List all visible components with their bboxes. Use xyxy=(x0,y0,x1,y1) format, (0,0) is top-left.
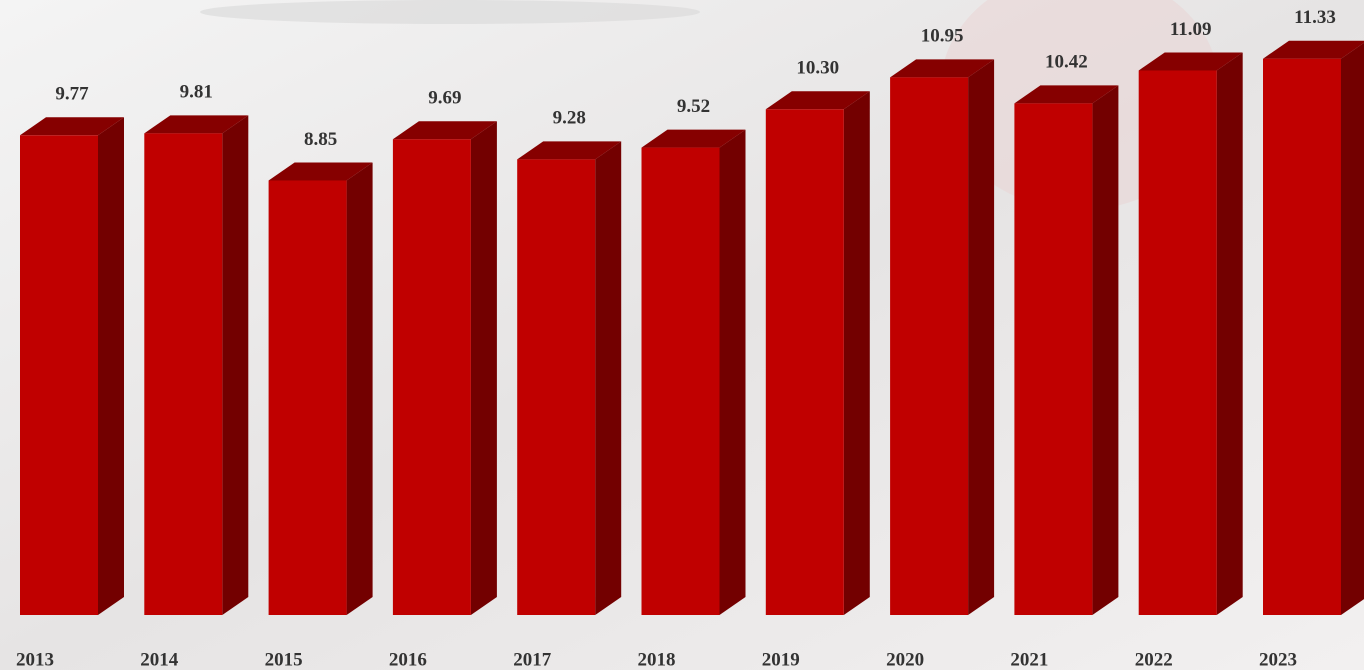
background-shape xyxy=(200,0,700,24)
bar-top xyxy=(144,115,249,134)
value-label: 8.85 xyxy=(304,129,337,150)
x-tick-label: 2018 xyxy=(638,649,676,670)
value-label: 10.95 xyxy=(921,26,964,47)
bar-front xyxy=(20,135,98,615)
bar-top xyxy=(1263,40,1364,59)
bar-side xyxy=(1216,52,1243,615)
bar-front xyxy=(268,180,347,615)
bar-front xyxy=(890,77,969,616)
bar xyxy=(144,115,249,616)
bar-side xyxy=(1341,42,1364,615)
bar xyxy=(517,141,622,616)
bar-side xyxy=(719,129,746,615)
bar-top xyxy=(20,117,124,136)
value-label: 9.52 xyxy=(677,96,710,117)
bar-front xyxy=(1014,103,1093,616)
value-label: 11.09 xyxy=(1170,19,1212,40)
x-tick-label: 2015 xyxy=(265,649,303,670)
bar xyxy=(890,59,995,616)
bar-side xyxy=(470,121,497,615)
bar-front xyxy=(517,159,596,616)
bar-top xyxy=(517,141,622,160)
bar-front xyxy=(1263,58,1341,615)
bar xyxy=(392,121,497,615)
bar xyxy=(1138,52,1243,615)
bar xyxy=(268,162,373,615)
x-tick-label: 2013 xyxy=(16,649,54,670)
value-label: 10.42 xyxy=(1045,52,1088,73)
bar xyxy=(20,117,124,615)
bar-front xyxy=(641,147,720,615)
bar xyxy=(1263,40,1364,615)
bar-top xyxy=(1138,52,1243,71)
x-tick-label: 2017 xyxy=(513,649,552,670)
x-tick-label: 2019 xyxy=(762,649,800,670)
bar-side xyxy=(346,162,373,615)
bar-side xyxy=(595,141,622,616)
bar-top xyxy=(1014,85,1119,104)
bar-top xyxy=(890,59,995,78)
x-tick-label: 2021 xyxy=(1010,649,1048,670)
bar-top xyxy=(641,129,746,148)
value-label: 10.30 xyxy=(796,58,839,79)
bar-side xyxy=(98,117,124,615)
bar-front xyxy=(144,133,223,616)
bar xyxy=(641,129,746,615)
bar-side xyxy=(968,59,995,616)
bar-side xyxy=(1092,85,1119,616)
value-label: 9.77 xyxy=(55,84,89,105)
bar xyxy=(1014,85,1119,616)
x-tick-label: 2022 xyxy=(1135,649,1173,670)
bar-side xyxy=(222,115,249,615)
bar-front xyxy=(1138,70,1217,615)
value-label: 11.33 xyxy=(1294,7,1336,28)
x-tick-label: 2023 xyxy=(1259,649,1297,670)
x-tick-label: 2014 xyxy=(140,649,179,670)
bar-top xyxy=(765,91,870,110)
x-tick-label: 2016 xyxy=(389,649,427,670)
bar xyxy=(765,91,870,616)
bar-side xyxy=(843,91,870,615)
x-tick-label: 2020 xyxy=(886,649,924,670)
value-label: 9.81 xyxy=(180,82,213,103)
bar-top xyxy=(392,121,497,140)
value-label: 9.28 xyxy=(553,108,586,129)
bar-top xyxy=(268,162,373,181)
bar-front xyxy=(765,109,844,616)
bar-front xyxy=(392,139,471,615)
value-label: 9.69 xyxy=(428,88,461,109)
